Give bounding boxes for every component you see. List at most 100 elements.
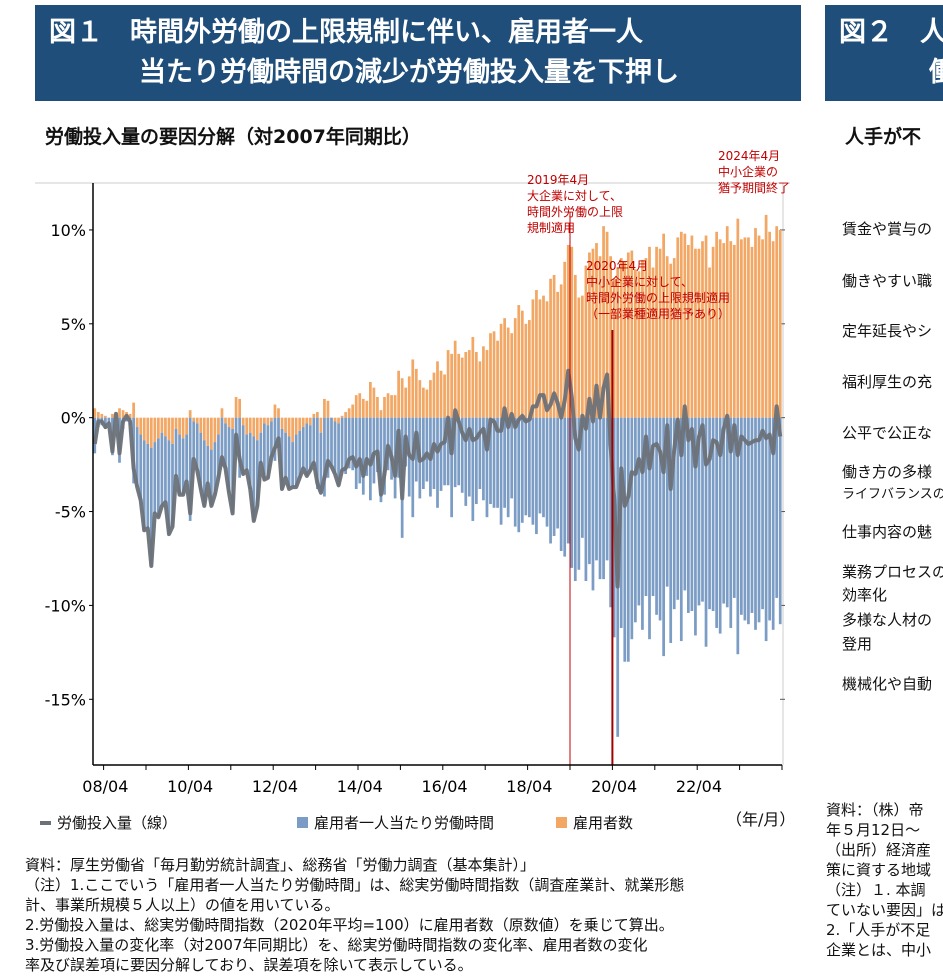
bar-hours bbox=[213, 442, 217, 495]
bar-employees bbox=[556, 291, 559, 418]
bar-hours bbox=[432, 417, 436, 490]
bar-employees bbox=[535, 290, 538, 418]
bar-hours bbox=[771, 417, 775, 630]
bar-employees bbox=[386, 393, 390, 418]
bar-hours bbox=[630, 417, 634, 640]
bar-hours bbox=[563, 417, 567, 557]
bar-hours bbox=[149, 447, 153, 566]
bar-employees bbox=[270, 417, 273, 422]
bar-employees bbox=[446, 350, 450, 418]
bar-hours bbox=[588, 417, 591, 565]
bar-employees bbox=[316, 412, 319, 418]
fig2-item: 働きやすい職 bbox=[842, 272, 933, 290]
bar-employees bbox=[549, 278, 552, 418]
bar-employees bbox=[411, 359, 415, 418]
bar-hours bbox=[718, 417, 722, 634]
legend-label: 雇用者一人当たり労働時間 bbox=[314, 814, 495, 832]
bar-employees bbox=[595, 243, 598, 418]
bar-employees bbox=[764, 214, 768, 418]
bar-employees bbox=[651, 267, 655, 418]
bar-hours bbox=[319, 432, 323, 493]
note-line: 資料：（株）帝 bbox=[826, 801, 924, 819]
bar-hours bbox=[354, 417, 358, 490]
bar-hours bbox=[626, 417, 630, 662]
bar-employees bbox=[181, 417, 185, 439]
bar-employees bbox=[185, 417, 188, 435]
bar-employees bbox=[485, 350, 489, 418]
bar-hours bbox=[291, 442, 294, 488]
bar-hours bbox=[443, 417, 446, 486]
bar-employees bbox=[344, 412, 347, 418]
bar-employees bbox=[559, 284, 563, 418]
bar-employees bbox=[280, 417, 284, 429]
bar-hours bbox=[605, 417, 609, 561]
bar-hours bbox=[573, 417, 577, 582]
bar-employees bbox=[425, 389, 429, 418]
bar-employees bbox=[174, 417, 178, 429]
bar-employees bbox=[164, 417, 167, 437]
bar-employees bbox=[248, 417, 252, 433]
bar-employees bbox=[482, 346, 485, 418]
x-tick-label: 08/04 bbox=[82, 777, 128, 796]
bar-employees bbox=[301, 417, 305, 428]
bar-hours bbox=[453, 417, 457, 488]
bar-hours bbox=[263, 423, 266, 480]
bar-employees bbox=[453, 340, 457, 418]
bar-employees bbox=[701, 241, 704, 418]
bar-hours bbox=[139, 434, 143, 501]
bar-employees bbox=[171, 417, 174, 444]
note-line: 企業とは、中小 bbox=[826, 941, 932, 959]
note-line: 策に資する地域 bbox=[826, 861, 932, 879]
bar-employees bbox=[443, 374, 446, 418]
fig2-item: 多様な人材の bbox=[842, 611, 933, 629]
bar-hours bbox=[390, 417, 393, 480]
bar-employees bbox=[605, 231, 609, 418]
series-line-labor-input bbox=[92, 368, 783, 589]
bar-employees bbox=[630, 250, 634, 418]
bar-hours bbox=[690, 417, 694, 612]
bar-employees bbox=[369, 382, 372, 418]
bar-employees bbox=[224, 417, 227, 424]
bar-hours bbox=[301, 427, 305, 469]
bar-hours bbox=[581, 417, 584, 538]
bar-employees bbox=[704, 235, 708, 418]
bar-employees bbox=[312, 413, 316, 418]
bar-employees bbox=[178, 417, 181, 435]
bar-employees bbox=[499, 323, 503, 418]
bar-hours bbox=[475, 417, 478, 505]
bar-hours bbox=[566, 417, 570, 544]
bar-employees bbox=[648, 246, 651, 418]
bar-hours bbox=[740, 417, 743, 615]
x-tick-label: 14/04 bbox=[337, 777, 383, 796]
bar-hours bbox=[241, 425, 245, 474]
bar-employees bbox=[354, 395, 358, 418]
bar-employees bbox=[326, 400, 330, 418]
bar-hours bbox=[294, 434, 298, 488]
bar-hours bbox=[747, 417, 750, 625]
bar-employees bbox=[104, 415, 107, 418]
x-tick-label: 22/04 bbox=[676, 777, 722, 796]
bar-hours bbox=[496, 417, 499, 508]
bar-employees bbox=[414, 368, 418, 418]
bar-hours bbox=[482, 417, 485, 501]
bar-hours bbox=[669, 417, 673, 643]
note-line: 2.労働投入量は、総実労働時間指数（2020年平均=100）に雇用者数（原数値）… bbox=[25, 916, 674, 934]
bar-employees bbox=[478, 361, 482, 418]
bar-employees bbox=[634, 269, 637, 418]
bar-hours bbox=[535, 417, 538, 535]
bar-hours bbox=[683, 417, 687, 591]
bar-employees bbox=[619, 258, 623, 418]
chart-subtitle: 労働投入量の要因分解（対2007年同期比） bbox=[45, 126, 421, 148]
annotation-2024: 2024年4月 中小企業の 猶予期間終了 bbox=[718, 149, 791, 195]
bar-hours bbox=[644, 417, 648, 597]
bar-employees bbox=[747, 237, 750, 418]
bar-hours bbox=[171, 443, 174, 527]
bar-hours bbox=[422, 417, 425, 490]
figure1-title-line1: 図１ 時間外労働の上限規制に伴い、雇用者一人 bbox=[49, 17, 643, 48]
bar-hours bbox=[549, 417, 552, 544]
bar-hours bbox=[725, 417, 729, 608]
bar-employees bbox=[542, 295, 545, 418]
bar-hours bbox=[316, 417, 319, 490]
bar-employees bbox=[626, 252, 630, 418]
